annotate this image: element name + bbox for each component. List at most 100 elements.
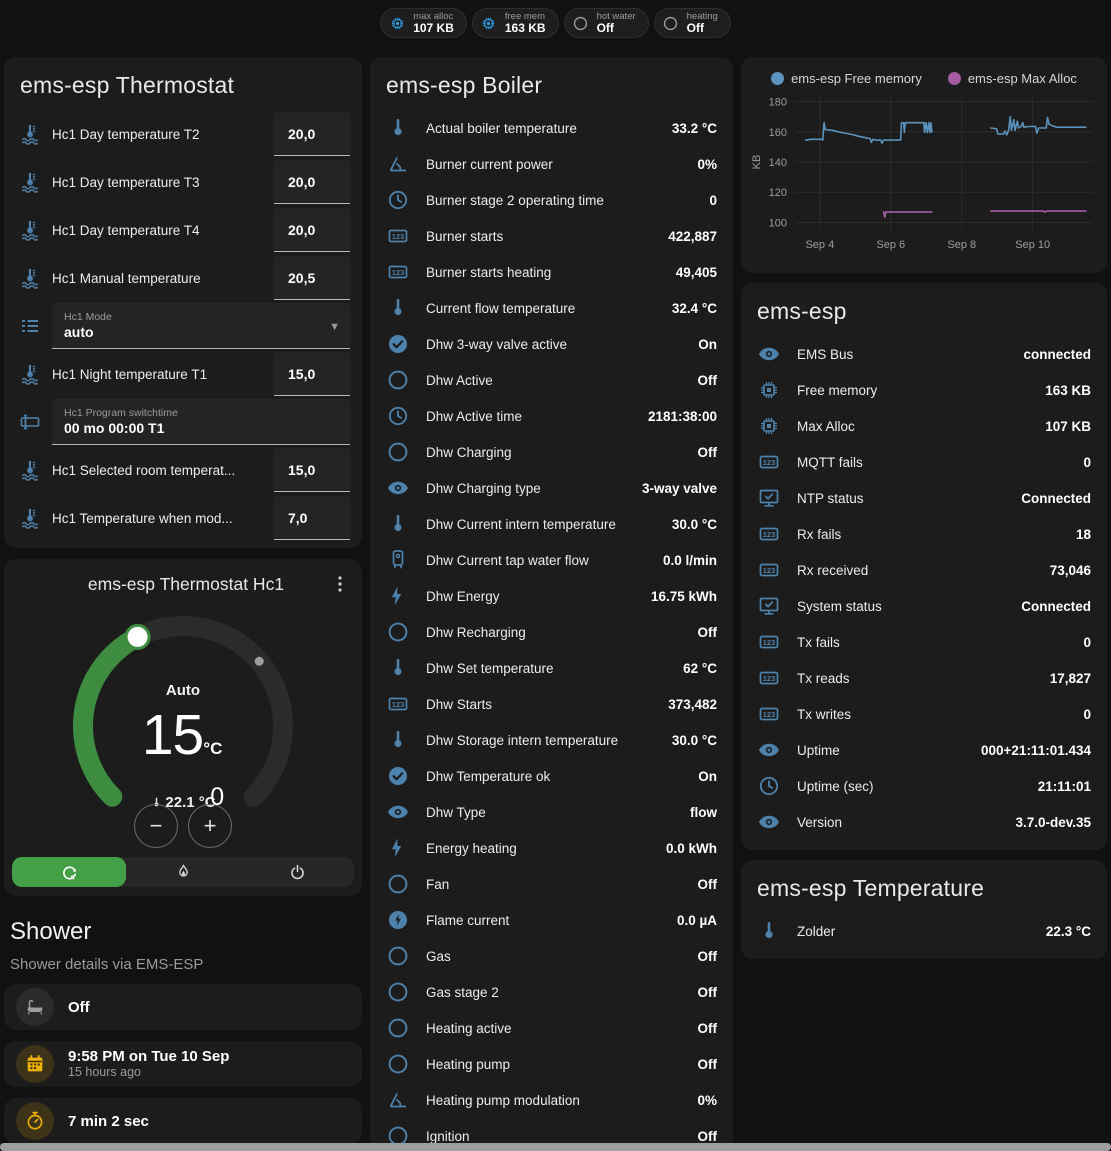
entity-label: Uptime (sec) <box>797 779 1028 794</box>
svg-text:123: 123 <box>392 268 405 277</box>
eye-icon <box>757 810 781 834</box>
entity-row[interactable]: Version3.7.0-dev.35 <box>741 804 1107 840</box>
entity-row[interactable]: Max Alloc107 KB <box>741 408 1107 444</box>
thermostat-row: Hc1 Modeauto▼ <box>4 302 362 350</box>
entity-row[interactable]: Heating pump modulation0% <box>370 1082 733 1118</box>
more-options-button[interactable] <box>328 572 352 596</box>
entity-label: Tx writes <box>797 707 1073 722</box>
entity-label: Burner starts heating <box>426 265 666 280</box>
scrollbar-thumb[interactable] <box>0 1143 1111 1151</box>
entity-row[interactable]: 123Tx writes0 <box>741 696 1107 732</box>
entity-row[interactable]: Dhw Current tap water flow0.0 l/min <box>370 542 733 578</box>
entity-row[interactable]: Dhw Active time2181:38:00 <box>370 398 733 434</box>
entity-row[interactable]: 123Tx fails0 <box>741 624 1107 660</box>
entity-label: Burner starts <box>426 229 658 244</box>
entity-row[interactable]: Actual boiler temperature33.2 °C <box>370 110 733 146</box>
number-input[interactable]: 20,0 <box>274 208 350 252</box>
number-input[interactable]: 20,5 <box>274 256 350 300</box>
entity-row[interactable]: Uptime000+21:11:01.434 <box>741 732 1107 768</box>
entity-row[interactable]: NTP statusConnected <box>741 480 1107 516</box>
text-input[interactable]: Hc1 Program switchtime00 mo 00:00 T1 <box>52 399 350 445</box>
entity-row[interactable]: Heating pumpOff <box>370 1046 733 1082</box>
thermostat-entities-card: ems-esp Thermostat Hc1 Day temperature T… <box>4 57 362 548</box>
mode-button-auto-mode[interactable]: A <box>12 857 126 887</box>
mode-button-flame[interactable] <box>126 857 240 887</box>
entity-row[interactable]: Dhw RechargingOff <box>370 614 733 650</box>
badge-max-alloc[interactable]: max alloc107 KB <box>380 8 467 38</box>
number-input[interactable]: 15,0 <box>274 352 350 396</box>
entity-row[interactable]: Free memory163 KB <box>741 372 1107 408</box>
home-thermometer-icon <box>18 458 42 482</box>
mode-button-power[interactable] <box>240 857 354 887</box>
entity-label: Dhw Temperature ok <box>426 769 688 784</box>
entity-row[interactable]: Dhw Charging type3-way valve <box>370 470 733 506</box>
decrease-temp-button[interactable]: − <box>134 804 178 848</box>
thermometer-icon <box>386 296 410 320</box>
number-input[interactable]: 20,0 <box>274 160 350 204</box>
entity-row[interactable]: Uptime (sec)21:11:01 <box>741 768 1107 804</box>
entity-row[interactable]: 123Burner starts422,887 <box>370 218 733 254</box>
entity-label: EMS Bus <box>797 347 1013 362</box>
entity-row[interactable]: Burner stage 2 operating time0 <box>370 182 733 218</box>
badge-hot-water[interactable]: hot waterOff <box>564 8 649 38</box>
circle-outline-icon <box>570 12 592 34</box>
number-input[interactable]: 15,0 <box>274 448 350 492</box>
entity-row[interactable]: EMS Busconnected <box>741 336 1107 372</box>
entity-row[interactable]: Dhw Storage intern temperature30.0 °C <box>370 722 733 758</box>
entity-label: Gas <box>426 949 688 964</box>
select-input[interactable]: Hc1 Modeauto▼ <box>52 303 350 349</box>
number-input[interactable]: 20,0 <box>274 112 350 156</box>
chip-icon <box>757 378 781 402</box>
entity-row[interactable]: Energy heating0.0 kWh <box>370 830 733 866</box>
entity-row[interactable]: Dhw 3-way valve activeOn <box>370 326 733 362</box>
thermostat-dial[interactable]: Auto15°C.022.1 °C−+ <box>4 596 362 848</box>
angle-icon <box>386 1088 410 1112</box>
horizontal-scrollbar[interactable] <box>0 1143 1111 1151</box>
entity-row[interactable]: Dhw Typeflow <box>370 794 733 830</box>
entity-row[interactable]: FanOff <box>370 866 733 902</box>
badge-free-mem[interactable]: free mem163 KB <box>472 8 559 38</box>
shower-state-card[interactable]: 9:58 PM on Tue 10 Sep15 hours ago <box>4 1041 362 1087</box>
entity-row[interactable]: Dhw Energy16.75 kWh <box>370 578 733 614</box>
field-label: Hc1 Day temperature T4 <box>52 223 274 238</box>
entity-row[interactable]: 123Dhw Starts373,482 <box>370 686 733 722</box>
left-column: ems-esp Thermostat Hc1 Day temperature T… <box>4 57 362 1151</box>
entity-row[interactable]: Dhw Current intern temperature30.0 °C <box>370 506 733 542</box>
badge-heating[interactable]: heatingOff <box>654 8 731 38</box>
entity-row[interactable]: Current flow temperature32.4 °C <box>370 290 733 326</box>
entity-row[interactable]: 123Burner starts heating49,405 <box>370 254 733 290</box>
card-title: ems-esp Temperature <box>741 860 1107 913</box>
counter-icon: 123 <box>757 630 781 654</box>
shower-state-card[interactable]: 7 min 2 sec <box>4 1098 362 1144</box>
chart-svg: 100120140160180Sep 4Sep 6Sep 8Sep 10KB <box>749 88 1099 264</box>
entity-row[interactable]: Dhw ActiveOff <box>370 362 733 398</box>
entity-row[interactable]: Gas stage 2Off <box>370 974 733 1010</box>
number-input[interactable]: 7,0 <box>274 496 350 540</box>
entity-row[interactable]: Flame current0.0 µA <box>370 902 733 938</box>
svg-text:120: 120 <box>769 187 787 199</box>
entity-label: Ignition <box>426 1129 688 1144</box>
dashboard-columns: ems-esp Thermostat Hc1 Day temperature T… <box>0 38 1111 1151</box>
entity-row[interactable]: Dhw Temperature okOn <box>370 758 733 794</box>
entity-value: Off <box>698 625 718 640</box>
svg-text:100: 100 <box>769 217 787 229</box>
entity-value: 0% <box>697 157 717 172</box>
clock-icon <box>386 404 410 428</box>
increase-temp-button[interactable]: + <box>188 804 232 848</box>
entity-row[interactable]: 123Rx received73,046 <box>741 552 1107 588</box>
state-secondary: 15 hours ago <box>68 1065 229 1080</box>
entity-row[interactable]: System statusConnected <box>741 588 1107 624</box>
entity-row[interactable]: Dhw ChargingOff <box>370 434 733 470</box>
entity-row[interactable]: 123Rx fails18 <box>741 516 1107 552</box>
shower-state-card[interactable]: Off <box>4 984 362 1030</box>
entity-row[interactable]: Zolder22.3 °C <box>741 913 1107 949</box>
thermometer-icon <box>386 296 410 320</box>
entity-row[interactable]: 123Tx reads17,827 <box>741 660 1107 696</box>
eye-icon <box>757 342 781 366</box>
entity-row[interactable]: 123MQTT fails0 <box>741 444 1107 480</box>
target-temp-knob[interactable] <box>126 625 149 648</box>
entity-row[interactable]: GasOff <box>370 938 733 974</box>
entity-row[interactable]: Burner current power0% <box>370 146 733 182</box>
entity-row[interactable]: Dhw Set temperature62 °C <box>370 650 733 686</box>
entity-row[interactable]: Heating activeOff <box>370 1010 733 1046</box>
